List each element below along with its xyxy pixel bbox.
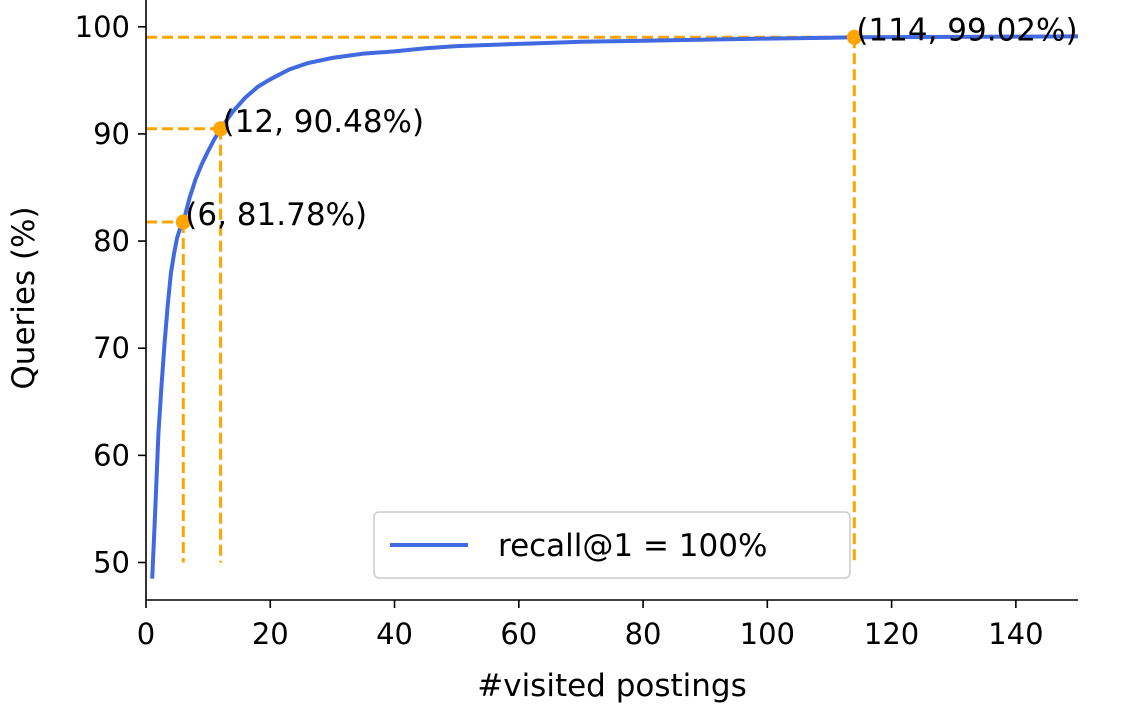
series-line-recall bbox=[150, 34, 1079, 579]
highlight-guides bbox=[146, 35, 856, 563]
legend-box bbox=[373, 511, 851, 579]
x-tick-label-1: 20 bbox=[252, 617, 289, 651]
x-tick-label-6: 120 bbox=[864, 617, 919, 651]
x-tick-label-7: 140 bbox=[988, 617, 1043, 651]
y-axis-label: Queries (%) bbox=[6, 206, 42, 389]
x-tick-label-5: 100 bbox=[740, 617, 795, 651]
y-tick-label-3: 80 bbox=[93, 224, 130, 258]
legend: recall@1 = 100% bbox=[373, 511, 851, 579]
x-tick-label-4: 80 bbox=[625, 617, 662, 651]
y-tick-label-4: 90 bbox=[93, 117, 130, 151]
x-axis-label: #visited postings bbox=[477, 668, 747, 704]
y-tick-label-0: 50 bbox=[93, 546, 130, 580]
highlight-point-2 bbox=[846, 29, 862, 45]
highlight-label-1: (12, 90.48%) bbox=[223, 104, 425, 140]
highlight-label-0: (6, 81.78%) bbox=[185, 197, 367, 233]
highlight-label-2: (114, 99.02%) bbox=[856, 12, 1077, 48]
legend-label: recall@1 = 100% bbox=[498, 528, 767, 564]
x-axis-ticks: 0 20 40 60 80 100 120 140 bbox=[137, 600, 1044, 651]
x-tick-label-0: 0 bbox=[137, 617, 155, 651]
y-tick-label-1: 60 bbox=[93, 438, 130, 472]
highlight-point-1 bbox=[213, 121, 229, 137]
x-tick-label-3: 60 bbox=[500, 617, 537, 651]
highlight-points: (6, 81.78%) (12, 90.48%) (114, 99.02%) bbox=[175, 12, 1078, 233]
y-tick-label-2: 70 bbox=[93, 331, 130, 365]
highlight-point-0 bbox=[175, 214, 191, 230]
y-axis-ticks: 50 60 70 80 90 100 bbox=[75, 10, 146, 580]
x-tick-label-2: 40 bbox=[376, 617, 413, 651]
y-tick-label-5: 100 bbox=[75, 10, 130, 44]
